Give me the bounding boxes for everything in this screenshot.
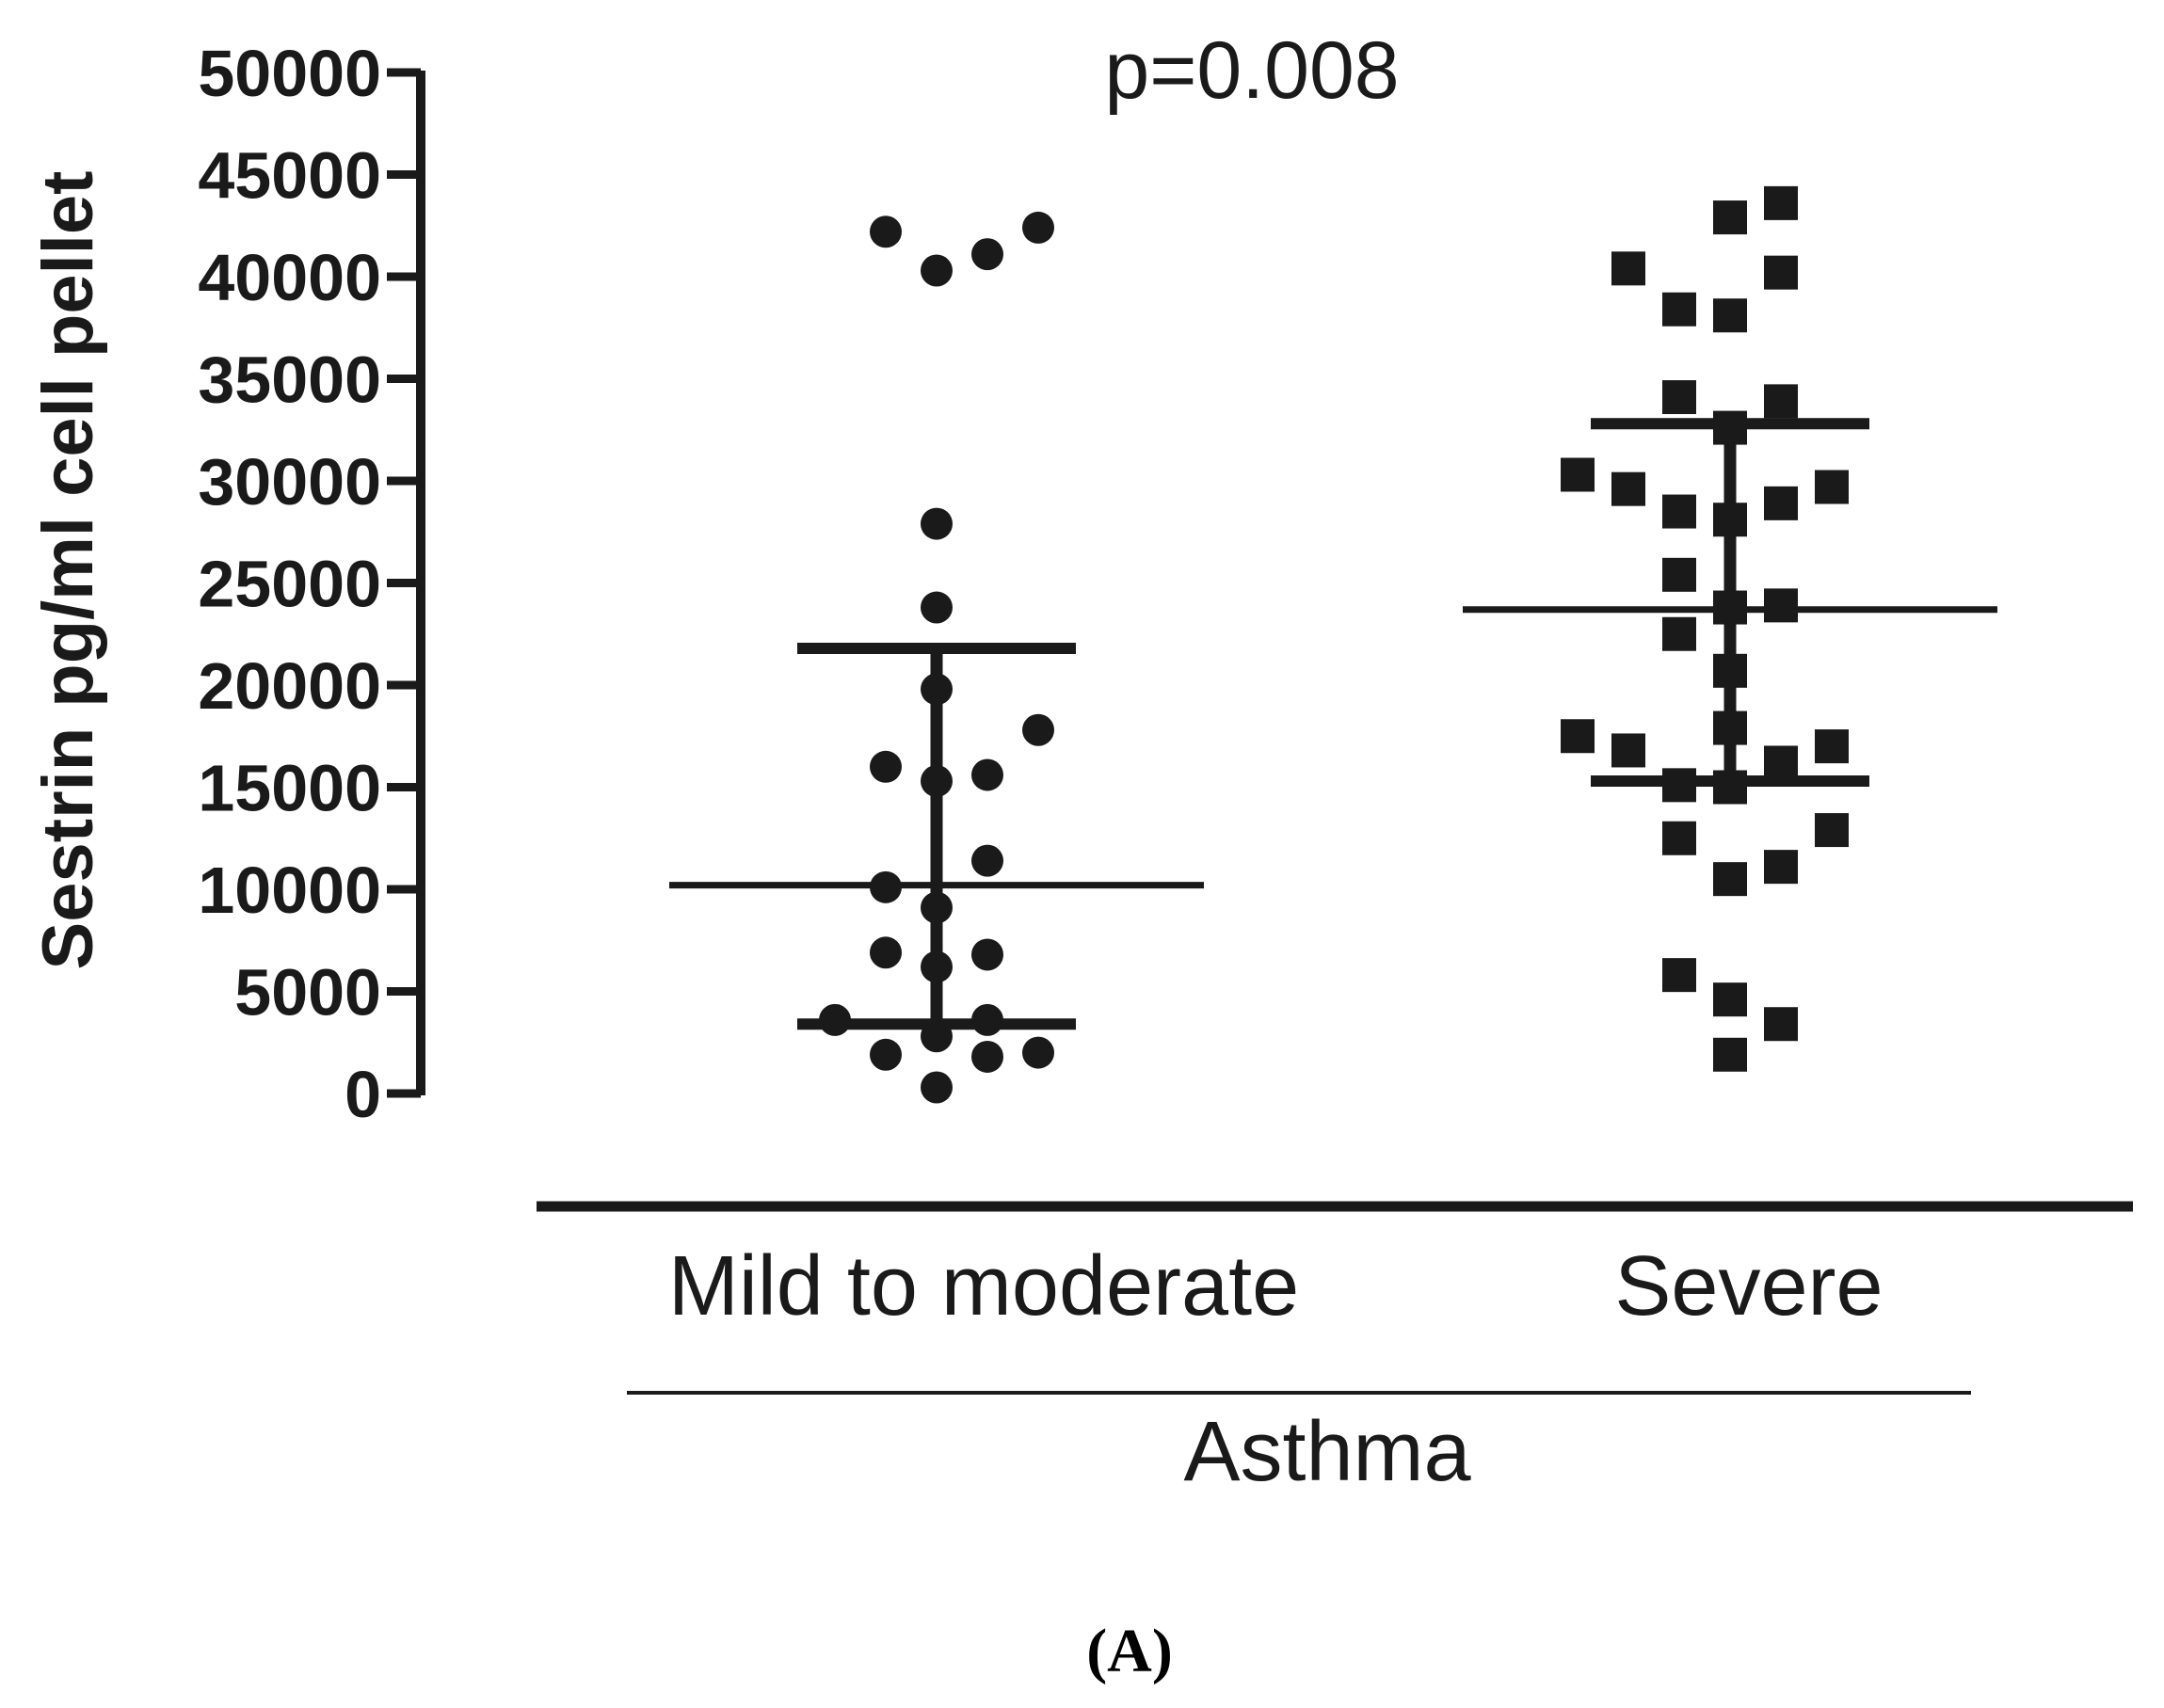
panel-label: (A) [1086, 1617, 1173, 1685]
data-point [1713, 1037, 1747, 1072]
category-label-mild-to-moderate: Mild to moderate [668, 1239, 1299, 1333]
y-tick-label: 50000 [198, 37, 381, 110]
data-point [870, 936, 902, 969]
data-point [1764, 745, 1798, 780]
series-0 [819, 211, 1054, 1104]
data-point [1764, 486, 1798, 520]
data-point [921, 254, 953, 287]
data-point [1713, 862, 1747, 897]
data-point [1662, 616, 1696, 651]
data-point [870, 750, 902, 783]
data-point [1764, 384, 1798, 419]
data-point [1764, 850, 1798, 885]
data-point [1611, 251, 1645, 286]
data-point [921, 1071, 953, 1104]
data-point [1764, 1007, 1798, 1042]
y-tick-label: 5000 [234, 956, 381, 1030]
median-iqr-bars [669, 418, 1997, 1030]
data-point [1561, 719, 1595, 754]
y-tick-label: 35000 [198, 343, 381, 417]
data-point [1662, 292, 1696, 327]
data-point [1713, 298, 1747, 333]
data-point [1662, 958, 1696, 993]
y-tick-label: 0 [345, 1058, 381, 1131]
data-point [971, 758, 1003, 791]
data-point [1662, 380, 1696, 415]
y-tick-label: 25000 [198, 548, 381, 621]
data-point [1815, 813, 1849, 848]
data-point [1611, 733, 1645, 768]
data-point [1713, 200, 1747, 235]
series-1 [1561, 185, 1849, 1072]
y-tick-label: 45000 [198, 139, 381, 213]
data-point [1713, 982, 1747, 1017]
data-point [870, 1038, 902, 1071]
data-point [971, 844, 1003, 877]
data-point [1764, 185, 1798, 220]
p-value-annotation: p=0.008 [1104, 25, 1399, 116]
data-point [1022, 713, 1054, 746]
data-point [1815, 729, 1849, 764]
data-point [921, 591, 953, 624]
data-point [1662, 557, 1696, 592]
y-tick-label: 10000 [198, 854, 381, 927]
data-point [921, 507, 953, 540]
data-point [1662, 494, 1696, 529]
data-point [971, 1040, 1003, 1073]
data-point [971, 238, 1003, 271]
data-points [819, 185, 1849, 1104]
data-point [1815, 470, 1849, 504]
data-point [1764, 588, 1798, 623]
y-axis-title: Sestrin pg/ml cell pellet [28, 171, 108, 970]
y-axis [387, 68, 425, 1098]
data-point [1662, 821, 1696, 855]
data-point [1611, 471, 1645, 506]
data-point [870, 215, 902, 248]
data-point [1561, 457, 1595, 492]
y-tick-label: 40000 [198, 241, 381, 314]
category-label-severe: Severe [1614, 1239, 1883, 1333]
data-point [1022, 211, 1054, 244]
y-tick-label: 30000 [198, 445, 381, 519]
group-label-asthma: Asthma [1183, 1405, 1471, 1499]
y-tick-label: 15000 [198, 752, 381, 825]
y-tick-labels: 0 5000 10000 15000 20000 25000 30000 35000 40000… [198, 37, 381, 1131]
data-point [971, 938, 1003, 971]
data-point [1022, 1036, 1054, 1069]
y-tick-label: 20000 [198, 649, 381, 723]
data-point [1764, 255, 1798, 290]
